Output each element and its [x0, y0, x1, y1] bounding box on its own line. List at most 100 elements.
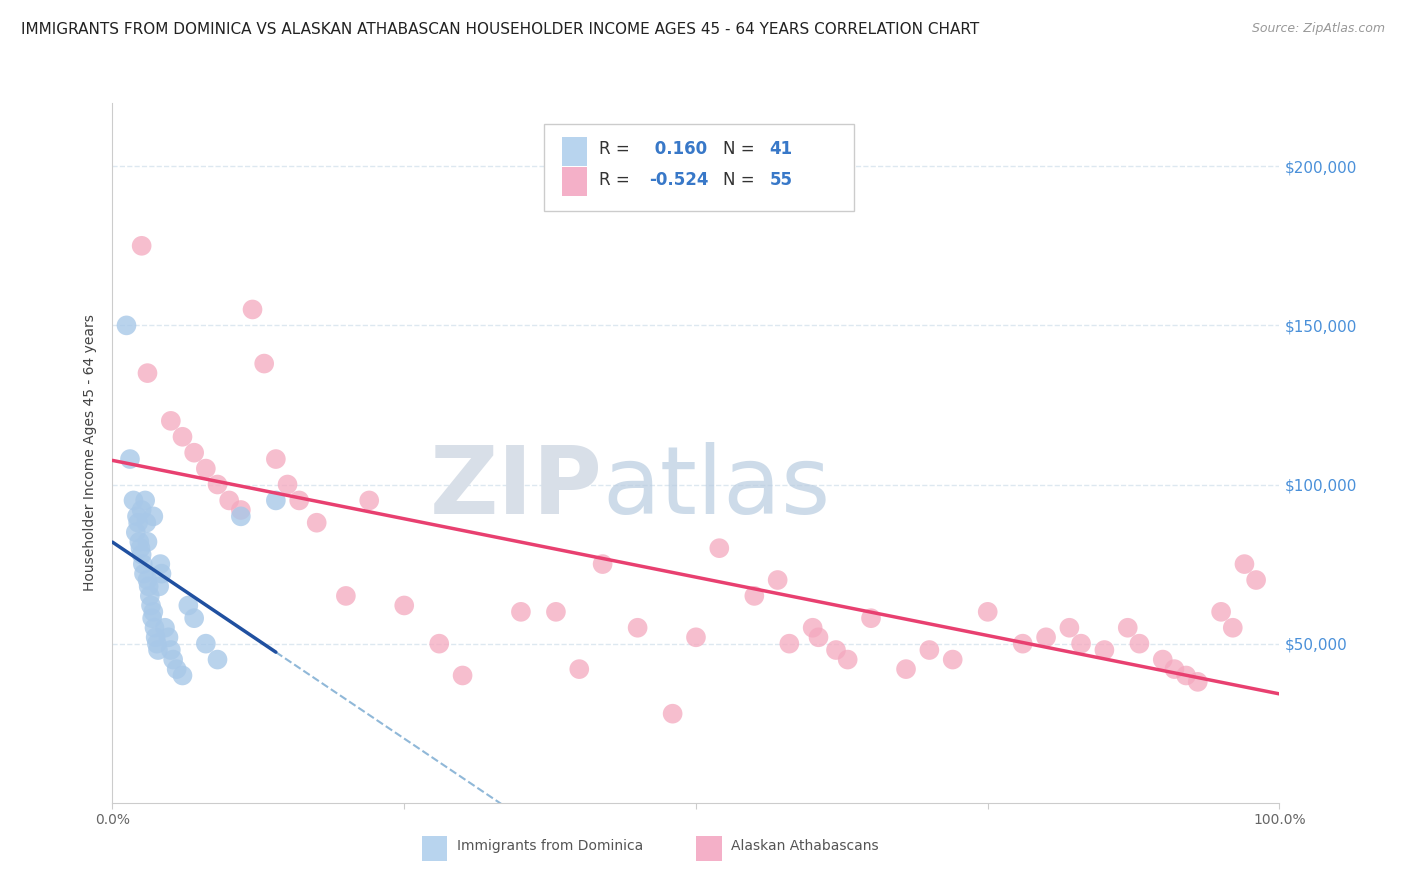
- Point: [218, 493, 240, 508]
- Point: [136, 366, 159, 380]
- Text: 41: 41: [769, 141, 793, 159]
- Point: [1211, 605, 1233, 619]
- Point: [129, 541, 152, 556]
- Point: [825, 643, 848, 657]
- Point: [544, 605, 567, 619]
- Point: [143, 621, 166, 635]
- Point: [709, 541, 731, 556]
- Point: [1035, 630, 1057, 644]
- Point: [207, 477, 229, 491]
- Bar: [562, 136, 588, 166]
- Point: [1187, 674, 1209, 689]
- Point: [427, 637, 450, 651]
- Point: [166, 662, 188, 676]
- Point: [1163, 662, 1185, 676]
- Point: [1011, 637, 1033, 651]
- Point: [148, 579, 170, 593]
- Text: ZIP: ZIP: [430, 442, 603, 533]
- Point: [837, 652, 859, 666]
- Point: [778, 637, 800, 651]
- Point: [1059, 621, 1081, 635]
- Text: -0.524: -0.524: [650, 170, 709, 188]
- Text: atlas: atlas: [603, 442, 831, 533]
- Point: [451, 668, 474, 682]
- Point: [264, 493, 287, 508]
- Point: [1244, 573, 1267, 587]
- Point: [146, 637, 169, 651]
- Point: [242, 302, 264, 317]
- Point: [207, 652, 229, 666]
- Point: [229, 509, 252, 524]
- Point: [766, 573, 789, 587]
- Point: [1116, 621, 1139, 635]
- Point: [976, 605, 998, 619]
- Point: [115, 318, 138, 333]
- Point: [135, 516, 157, 530]
- Point: [146, 643, 169, 657]
- Text: 55: 55: [769, 170, 793, 188]
- Point: [142, 509, 165, 524]
- Point: [918, 643, 941, 657]
- Point: [194, 461, 217, 475]
- Point: [142, 605, 165, 619]
- Point: [183, 446, 205, 460]
- Point: [807, 630, 830, 644]
- Point: [627, 621, 650, 635]
- Bar: [696, 836, 721, 861]
- Point: [942, 652, 965, 666]
- Point: [359, 493, 381, 508]
- Y-axis label: Householder Income Ages 45 - 64 years: Householder Income Ages 45 - 64 years: [83, 314, 97, 591]
- Point: [288, 493, 311, 508]
- Text: N =: N =: [723, 170, 759, 188]
- Point: [305, 516, 328, 530]
- Point: [1152, 652, 1174, 666]
- Text: Immigrants from Dominica: Immigrants from Dominica: [457, 839, 643, 854]
- Point: [128, 534, 150, 549]
- Point: [860, 611, 883, 625]
- Text: 0.160: 0.160: [650, 141, 707, 159]
- Point: [160, 414, 183, 428]
- Text: Source: ZipAtlas.com: Source: ZipAtlas.com: [1251, 22, 1385, 36]
- Point: [160, 643, 183, 657]
- Point: [1233, 557, 1256, 571]
- Point: [132, 566, 155, 581]
- Point: [145, 630, 167, 644]
- Point: [136, 573, 159, 587]
- Point: [394, 599, 416, 613]
- Point: [264, 452, 287, 467]
- Point: [1175, 668, 1198, 682]
- Point: [162, 652, 184, 666]
- Point: [132, 557, 155, 571]
- Point: [122, 493, 145, 508]
- Point: [229, 503, 252, 517]
- Point: [141, 611, 163, 625]
- Point: [138, 579, 160, 593]
- Bar: [562, 167, 588, 196]
- Point: [172, 430, 194, 444]
- Point: [801, 621, 824, 635]
- Point: [125, 525, 148, 540]
- FancyBboxPatch shape: [544, 124, 853, 211]
- Point: [118, 452, 141, 467]
- Point: [194, 637, 217, 651]
- Point: [1128, 637, 1150, 651]
- Point: [131, 548, 153, 562]
- Point: [125, 509, 148, 524]
- Point: [183, 611, 205, 625]
- Point: [139, 599, 162, 613]
- Point: [157, 630, 180, 644]
- Point: [685, 630, 707, 644]
- Point: [136, 534, 159, 549]
- Point: [509, 605, 531, 619]
- Point: [276, 477, 298, 491]
- Point: [568, 662, 591, 676]
- Point: [131, 239, 153, 253]
- Point: [894, 662, 917, 676]
- Point: [149, 557, 172, 571]
- Point: [1094, 643, 1116, 657]
- Text: Alaskan Athabascans: Alaskan Athabascans: [731, 839, 879, 854]
- Point: [1222, 621, 1244, 635]
- Point: [335, 589, 357, 603]
- Point: [150, 566, 173, 581]
- Point: [131, 503, 153, 517]
